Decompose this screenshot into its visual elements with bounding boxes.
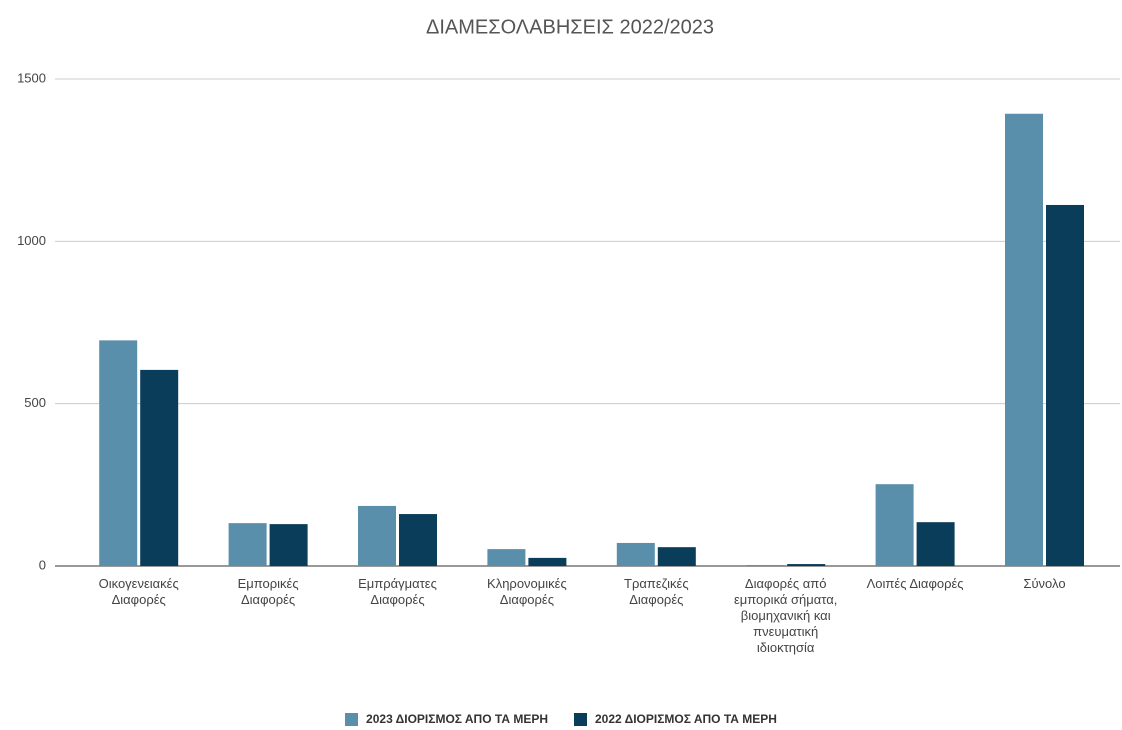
x-tick-label: Τραπεζικές Διαφορές xyxy=(624,576,689,607)
bar xyxy=(99,340,138,566)
bar xyxy=(1005,113,1043,567)
legend-label: 2023 ΔΙΟΡΙΣΜΟΣ ΑΠΟ ΤΑ ΜΕΡΗ xyxy=(366,712,548,726)
bar xyxy=(787,564,826,566)
legend-item: 2022 ΔΙΟΡΙΣΜΟΣ ΑΠΟ ΤΑ ΜΕΡΗ xyxy=(574,712,777,726)
chart-title: ΔΙΑΜΕΣΟΛΑΒΗΣΕΙΣ 2022/2023 xyxy=(426,16,714,38)
x-tick-label: Σύνολο xyxy=(1023,576,1066,591)
y-tick-label: 1500 xyxy=(17,70,46,85)
bar xyxy=(657,547,696,566)
bar xyxy=(140,369,179,566)
legend-swatch xyxy=(345,712,359,726)
bar xyxy=(616,542,655,566)
bar xyxy=(528,557,567,566)
x-tick-label: Λοιπές Διαφορές xyxy=(866,576,964,591)
x-tick-label: Οικογενειακές Διαφορές xyxy=(98,576,179,607)
y-tick-label: 0 xyxy=(39,557,46,572)
bar xyxy=(228,523,267,566)
bar xyxy=(399,514,437,566)
legend: 2023 ΔΙΟΡΙΣΜΟΣ ΑΠΟ ΤΑ ΜΕΡΗ 2022 ΔΙΟΡΙΣΜΟΣ… xyxy=(0,712,1122,726)
bar xyxy=(1046,204,1084,566)
x-tick-label: Κληρονομικές Διαφορές xyxy=(487,576,567,607)
bar xyxy=(358,505,396,566)
legend-label: 2022 ΔΙΟΡΙΣΜΟΣ ΑΠΟ ΤΑ ΜΕΡΗ xyxy=(595,712,777,726)
bar xyxy=(875,484,914,566)
bar xyxy=(269,524,308,566)
legend-swatch xyxy=(574,712,587,726)
y-tick-label: 500 xyxy=(24,395,46,410)
bar xyxy=(916,522,955,566)
x-tick-label: Διαφορές από εμπορικά σήματα, βιομηχανικ… xyxy=(733,576,838,655)
bar xyxy=(487,549,526,566)
bar xyxy=(746,565,785,566)
x-tick-label: Εμπορικές Διαφορές xyxy=(237,576,299,607)
y-tick-label: 1000 xyxy=(17,233,46,248)
legend-item: 2023 ΔΙΟΡΙΣΜΟΣ ΑΠΟ ΤΑ ΜΕΡΗ xyxy=(345,712,548,726)
x-tick-label: Εμπράγματες Διαφορές xyxy=(358,576,437,607)
